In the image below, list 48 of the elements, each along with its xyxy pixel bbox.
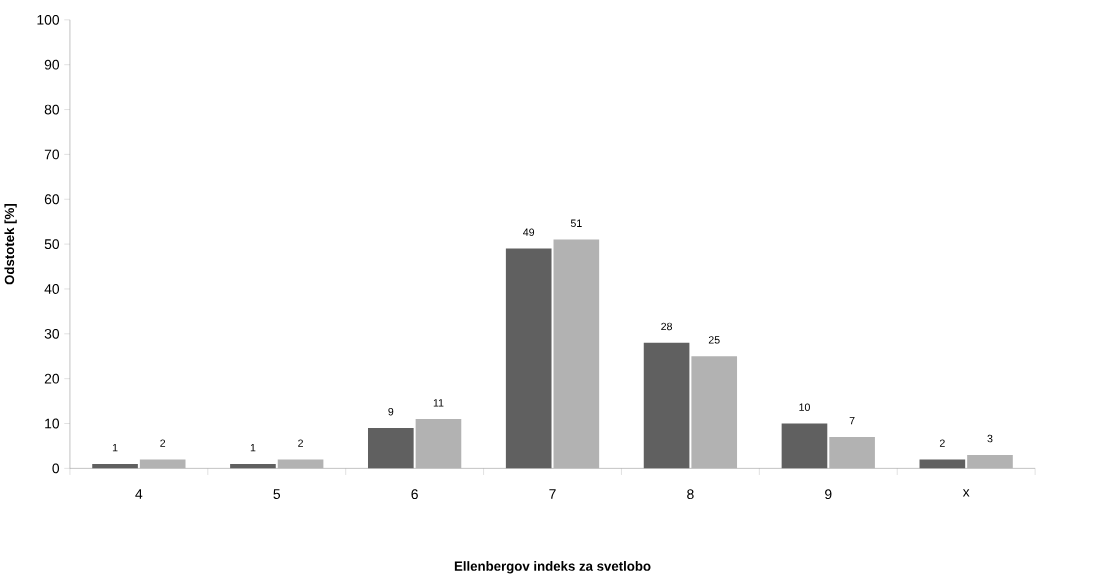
- data-label: 7: [849, 417, 855, 425]
- x-tick-label: 5: [273, 489, 281, 500]
- y-tick-label: 50: [44, 239, 60, 250]
- y-tick-label: 10: [45, 418, 60, 429]
- x-tick-label: 6: [411, 489, 418, 500]
- bar: [139, 459, 186, 469]
- y-tick-label: 30: [44, 329, 60, 339]
- data-label: 2: [939, 439, 945, 448]
- y-axis-title: Odstotek [%]: [4, 204, 17, 285]
- data-label: 1: [250, 444, 256, 452]
- x-tick-label: 9: [825, 489, 832, 500]
- y-tick-label: 90: [44, 60, 60, 70]
- data-label: 2: [160, 439, 166, 448]
- bar: [230, 464, 276, 469]
- data-label: 49: [523, 228, 535, 237]
- bar: [505, 248, 552, 469]
- bar: [553, 239, 600, 469]
- bar: [781, 423, 828, 469]
- data-label: 1: [112, 444, 118, 452]
- bar: [919, 459, 966, 469]
- bar: [967, 455, 1013, 469]
- x-tick-label: x: [962, 489, 970, 497]
- data-label: 25: [708, 336, 720, 344]
- data-label: 2: [298, 439, 303, 448]
- y-tick-label: 0: [52, 463, 60, 474]
- data-label: 28: [661, 322, 672, 331]
- bar: [415, 419, 462, 469]
- x-tick-label: 8: [687, 489, 694, 500]
- y-tick-label: 80: [44, 104, 60, 115]
- y-tick-label: 70: [44, 149, 60, 160]
- y-tick-label: 40: [44, 284, 60, 295]
- bar: [829, 437, 875, 469]
- bar: [691, 356, 738, 469]
- y-tick-label: 100: [37, 15, 60, 26]
- y-tick-label: 60: [44, 194, 60, 205]
- x-axis-title: Ellenbergov indeks za svetlobo: [454, 561, 651, 574]
- bar: [367, 428, 414, 469]
- data-label: 51: [570, 219, 582, 228]
- data-label: 9: [388, 408, 394, 416]
- bar: [643, 343, 690, 469]
- x-tick-label: 4: [135, 489, 143, 500]
- data-label: 11: [433, 399, 444, 407]
- data-label: 10: [799, 403, 810, 412]
- bar: [92, 464, 138, 469]
- data-label: 3: [987, 435, 993, 443]
- bar: [277, 459, 324, 469]
- y-tick-label: 20: [44, 374, 60, 384]
- x-tick-label: 7: [549, 489, 556, 500]
